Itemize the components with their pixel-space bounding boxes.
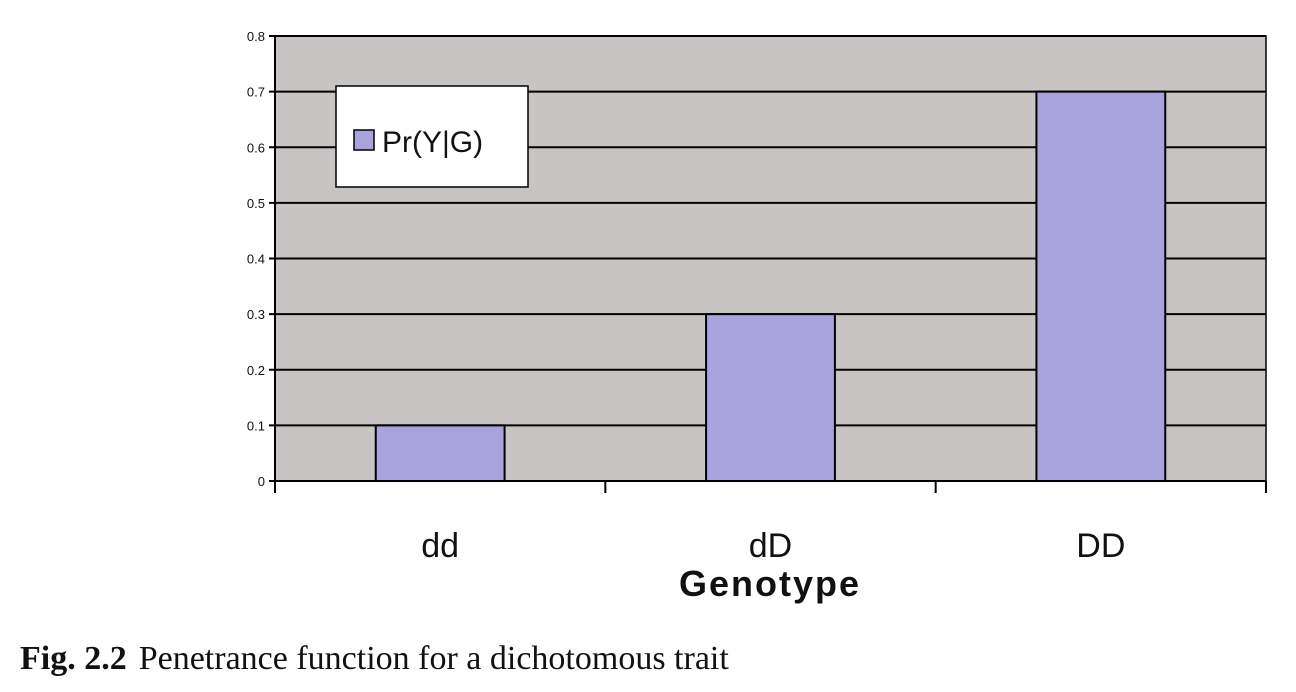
legend-swatch (353, 129, 375, 151)
x-tick-label: DD (1076, 527, 1125, 565)
figure-label: Fig. 2.2 (20, 640, 127, 677)
y-tick-label: 0.8 (247, 29, 265, 44)
y-tick-label: 0.2 (247, 363, 265, 378)
bar-chart: 0 0.1 0.2 0.3 0.4 0.5 0.6 0.7 0.8 dd dD DD Genotyp… (247, 29, 1267, 604)
bars (374, 90, 1167, 482)
x-axis-title: Genotype (679, 563, 861, 604)
x-tick-label: dD (749, 527, 792, 565)
legend: Pr(Y|G) (335, 85, 529, 188)
x-tick-label: dd (421, 527, 459, 565)
y-axis-ticks: 0 0.1 0.2 0.3 0.4 0.5 0.6 0.7 0.8 (247, 29, 275, 489)
y-tick-label: 0 (258, 474, 265, 489)
y-tick-label: 0.5 (247, 196, 265, 211)
y-tick-label: 0.3 (247, 307, 265, 322)
chart-container: 0 0.1 0.2 0.3 0.4 0.5 0.6 0.7 0.8 dd dD DD Genotyp… (247, 29, 1267, 604)
figure-caption: Fig. 2.2 Penetrance function for a dichot… (20, 640, 729, 678)
y-tick-label: 0.6 (247, 140, 265, 155)
figure-caption-text: Penetrance function for a dichotomous tr… (138, 640, 729, 677)
y-tick-label: 0.7 (247, 85, 265, 100)
x-axis-ticks: dd dD DD (274, 481, 1267, 565)
y-tick-label: 0.4 (247, 252, 265, 267)
y-tick-label: 0.1 (247, 418, 265, 433)
bar (705, 313, 836, 482)
bar (1035, 90, 1167, 482)
bar (374, 424, 506, 482)
legend-label: Pr(Y|G) (382, 126, 483, 159)
